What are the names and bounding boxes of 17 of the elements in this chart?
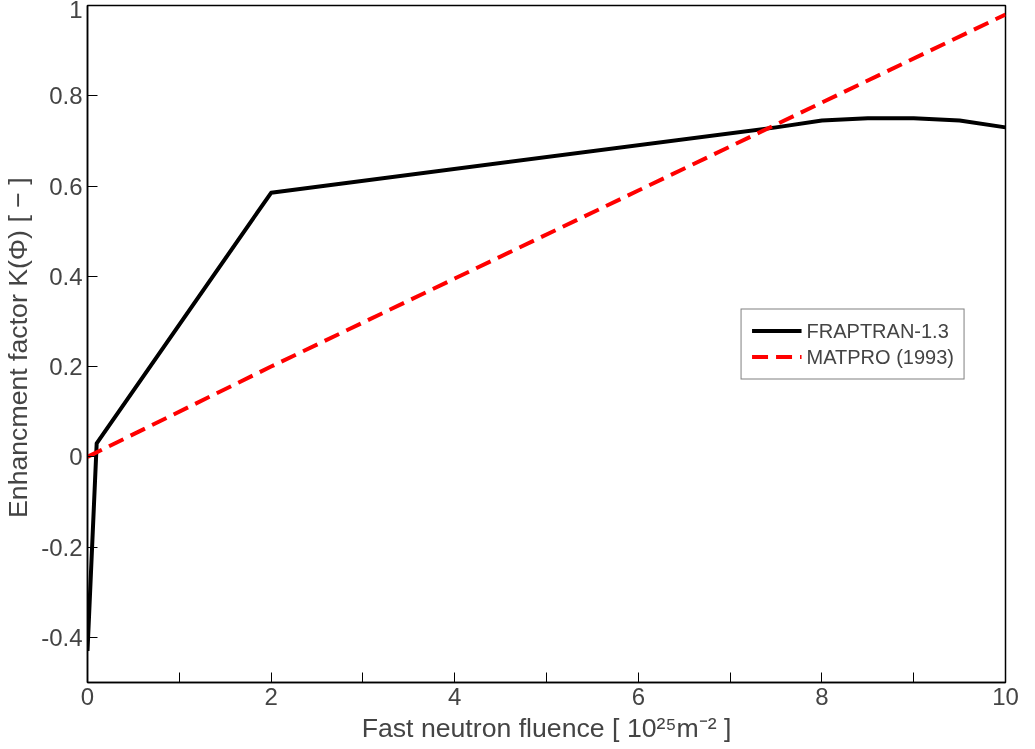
y-tick-label: 0.6 — [49, 172, 83, 200]
y-tick-label: 0.2 — [49, 353, 83, 381]
y-tick-label: -0.2 — [41, 533, 83, 561]
x-tick-label: 2 — [264, 682, 278, 710]
x-tick-label: 8 — [815, 682, 829, 710]
x-axis-title: Fast neutron fluence [ 10²⁵m⁻² ] — [361, 712, 732, 743]
x-tick-label: 10 — [992, 682, 1019, 710]
x-tick-label: 6 — [631, 682, 645, 710]
y-tick-label: -0.4 — [41, 623, 83, 651]
y-tick-label: 0 — [69, 443, 83, 471]
y-tick-label: 0.8 — [49, 82, 83, 110]
y-axis-title: Enhancment factor K(Φ) [ − ] — [3, 177, 34, 518]
y-tick-label: 1 — [69, 0, 83, 23]
y-tick-label: 0.4 — [49, 262, 83, 290]
legend-label: MATPRO (1993) — [806, 345, 954, 368]
x-tick-label: 4 — [448, 682, 462, 710]
legend-label: FRAPTRAN-1.3 — [806, 319, 949, 342]
